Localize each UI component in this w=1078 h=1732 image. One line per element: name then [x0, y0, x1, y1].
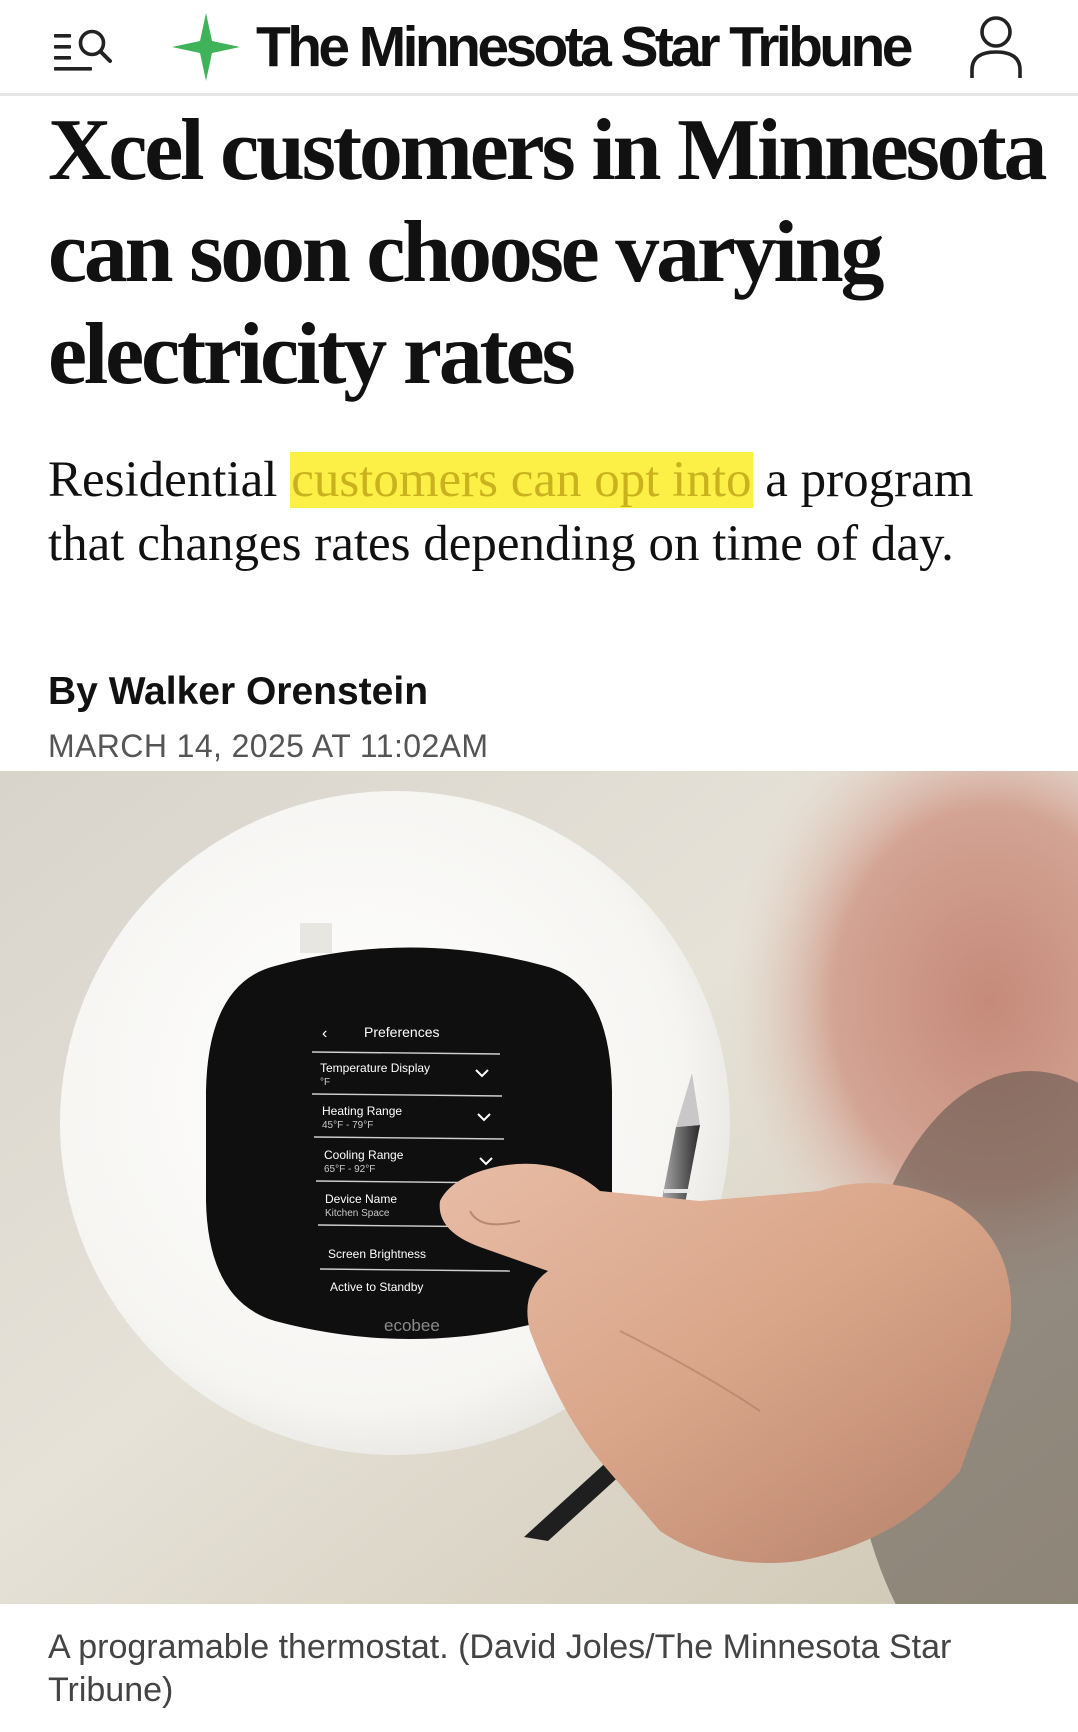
chevron-down-icon	[477, 1113, 491, 1122]
account-person-icon[interactable]	[968, 14, 1024, 80]
publish-timestamp: MARCH 14, 2025 AT 11:02AM	[48, 728, 489, 764]
screen-row-value: Kitchen Space	[325, 1208, 390, 1219]
screen-row-label: Heating Range	[322, 1104, 402, 1118]
hand-illustration	[439, 1163, 1012, 1563]
screen-row-label: Active to Standby	[330, 1280, 423, 1294]
menu-search-icon[interactable]	[50, 24, 116, 72]
author-byline[interactable]: By Walker Orenstein	[48, 670, 429, 713]
screen-row-label: Temperature Display	[320, 1061, 430, 1075]
screen-title: Preferences	[364, 1024, 439, 1040]
article-photo: ‹ Preferences Temperature Display °F Hea…	[0, 771, 1078, 1604]
dek-highlight[interactable]: customers can opt into	[290, 452, 753, 508]
screen-row-value: °F	[320, 1077, 330, 1088]
brand-name: The Minnesota Star Tribune	[256, 14, 913, 79]
thermostat-brand: ecobee	[384, 1316, 440, 1335]
article-dek: Residential customers can opt into a pro…	[48, 448, 1048, 576]
article-headline: Xcel customers in Minnesota can soon cho…	[48, 102, 1048, 403]
site-logo[interactable]: The Minnesota Star Tribune	[172, 13, 913, 81]
thermostat-photo: ‹ Preferences Temperature Display °F Hea…	[0, 771, 1078, 1604]
photo-caption: A programable thermostat. (David Joles/T…	[48, 1628, 952, 1709]
dek-text-before: Residential	[48, 452, 291, 508]
chevron-down-icon	[479, 1157, 493, 1166]
screen-row-value: 45°F - 79°F	[322, 1120, 373, 1131]
dek-text-after: a program that changes rates depending o…	[48, 452, 974, 572]
screen-row-label: Device Name	[325, 1192, 397, 1206]
star-logo-icon	[172, 13, 240, 81]
screen-row-label: Cooling Range	[324, 1148, 404, 1162]
screen-row-label: Screen Brightness	[328, 1247, 426, 1261]
thermostat-screen: ‹ Preferences Temperature Display °F Hea…	[311, 1024, 511, 1335]
chevron-left-icon: ‹	[322, 1025, 327, 1042]
screen-row-value: 65°F - 92°F	[324, 1164, 375, 1175]
site-header: The Minnesota Star Tribune	[0, 0, 1078, 96]
chevron-down-icon	[475, 1069, 489, 1078]
